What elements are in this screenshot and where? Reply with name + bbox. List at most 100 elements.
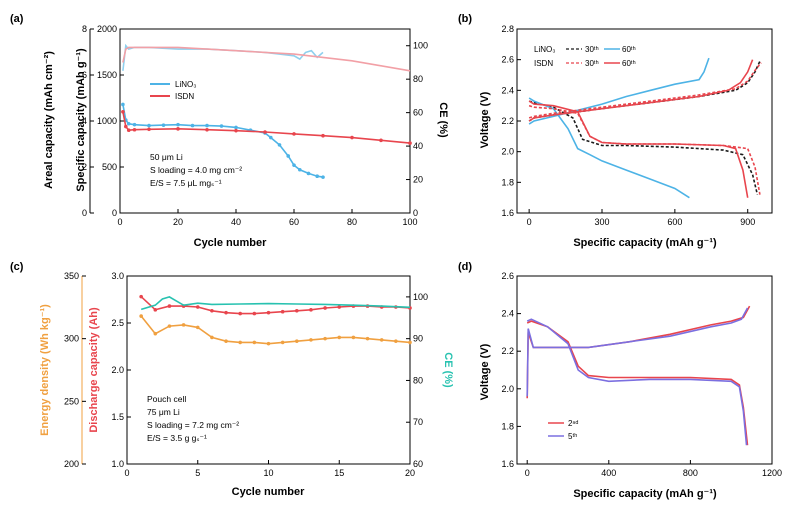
panel-d-y-tick-label: 2.4 (501, 309, 514, 319)
panel-a-point-isdn (408, 141, 412, 145)
panel-b-series-isdn-60th-discharge (528, 100, 749, 198)
panel-c-label: (c) (10, 261, 24, 273)
legend-label-isdn: ISDN (175, 92, 194, 101)
panel-c: (c) 0 5 10 15 20 1.0 1.5 2.0 2.5 3.0 200 250 300 350 6… (10, 261, 454, 498)
panel-b-x-label: Specific capacity (mAh g⁻¹) (573, 237, 717, 249)
panel-b: (b) 0 300 600 900 1.6 1.8 2.0 2.2 2.4 2.6 2.8 LiNO… (458, 13, 773, 249)
panel-c-point-discharge-capacity (309, 308, 313, 312)
panel-a-series-isdn-ce (122, 46, 411, 72)
legend-row-lino3: LiNO₃ (534, 45, 555, 54)
panel-d-y-tick-label: 2.6 (501, 271, 514, 281)
panel-d-y-tick-label: 2.0 (501, 384, 514, 394)
panel-b-y-tick-label: 2.8 (501, 24, 514, 34)
panel-a-outer-y-tick-label: 2 (82, 162, 87, 172)
panel-b-frame (516, 28, 773, 214)
legend-label-lino3: LiNO₃ (175, 80, 196, 89)
panel-a-right-y-tick-label: 80 (413, 74, 423, 84)
panel-b-y-label: Voltage (V) (479, 91, 491, 148)
panel-d-label: (d) (458, 261, 472, 273)
panel-a-legend: LiNO₃ ISDN (150, 80, 196, 101)
panel-c-x-label: Cycle number (232, 486, 305, 498)
panel-a-point-isdn (132, 127, 137, 132)
panel-a-annotation-1: 50 μm Li (150, 152, 183, 162)
panel-c-left-y-tick-label: 2.0 (111, 365, 124, 375)
panel-c-annotation-3: S loading = 7.2 mg cm⁻² (147, 420, 239, 430)
panel-a-point-isdn (321, 133, 325, 138)
panel-a-left-y-tick-label: 2000 (97, 24, 117, 34)
panel-a-right-y-tick-label: 60 (413, 108, 423, 118)
panel-a-point-isdn (124, 124, 128, 129)
panel-a-point-lino (234, 125, 238, 130)
panel-c-left-y-tick-label: 2.5 (111, 318, 124, 328)
panel-a-point-lino (277, 143, 282, 147)
panel-c-point-energy-density (280, 340, 285, 345)
panel-a-annotation-2: S loading = 4.0 mg cm⁻² (150, 165, 242, 175)
panel-b-legend: LiNO₃ 30ᵗʰ 60ᵗʰ ISDN 30ᵗʰ 60ᵗʰ (534, 45, 636, 68)
panel-b-y-tick-label: 2.6 (501, 55, 514, 65)
panel-b-series-isdn-60th-charge (528, 59, 754, 122)
panel-c-right-y-tick-label: 100 (413, 292, 428, 302)
panel-c-outer-y-tick-label: 300 (64, 334, 79, 344)
panel-a-outer-y-tick-label: 8 (82, 24, 87, 34)
panel-a-point-lino (176, 122, 180, 127)
panel-c-point-energy-density (337, 335, 342, 340)
panel-a: (a) 0 20 40 60 80 100050010001500200002468020… (10, 13, 449, 249)
panel-d-frame (516, 275, 773, 465)
panel-b-series-lino-60th-charge (528, 57, 710, 125)
panel-c-y-label: Discharge capacity (Ah) (88, 307, 100, 433)
panel-a-point-isdn (205, 127, 209, 132)
panel-d-series-5th-discharge (526, 318, 748, 446)
legend-label-lino3-30: 30ᵗʰ (585, 45, 599, 54)
panel-c-x-tick-label: 0 (124, 468, 129, 478)
panel-a-point-lino (321, 175, 325, 179)
panel-a-left-y-tick-label: 0 (112, 208, 117, 218)
panel-a-point-isdn (292, 132, 296, 136)
panel-c-series-ce (140, 296, 411, 311)
panel-d-y-label: Voltage (V) (479, 343, 491, 400)
panel-d: (d) 0 400 800 1200 1.6 1.8 2.0 2.2 2.4 2.6 2ⁿᵈ 5ᵗ… (458, 261, 782, 500)
panel-a-point-isdn (234, 128, 238, 133)
panel-b-y-tick-label: 2.0 (501, 147, 514, 157)
panel-a-outer-y-tick-label: 6 (82, 70, 87, 80)
panel-a-point-isdn (263, 130, 267, 134)
panel-c-right-y-tick-label: 70 (413, 417, 423, 427)
panel-c-point-energy-density (224, 339, 228, 343)
panel-b-series-isdn-30th-discharge (528, 104, 761, 195)
panel-a-point-lino (132, 122, 137, 127)
panel-c-point-discharge-capacity (195, 305, 200, 309)
panel-c-point-energy-density (309, 338, 313, 342)
panel-d-x-tick-label: 1200 (762, 468, 782, 478)
panel-c-x-tick-label: 5 (195, 468, 200, 478)
panel-c-point-energy-density (379, 338, 384, 342)
panel-c-point-discharge-capacity (139, 294, 143, 299)
panel-c-point-discharge-capacity (323, 306, 327, 310)
panel-c-annotation-1: Pouch cell (147, 394, 186, 404)
panel-c-point-discharge-capacity (153, 308, 158, 312)
panel-a-annotation-3: E/S = 7.5 μL mgₛ⁻¹ (150, 178, 222, 188)
panel-c-point-discharge-capacity (210, 308, 214, 313)
panel-c-point-energy-density (153, 331, 158, 336)
legend-label-2nd: 2ⁿᵈ (568, 419, 578, 428)
panel-a-outer-y-tick-label: 0 (82, 208, 87, 218)
panel-a-x-tick-label: 0 (117, 217, 122, 227)
panel-c-point-energy-density (210, 335, 214, 340)
panel-c-point-energy-density (365, 336, 370, 341)
panel-a-y-label: Specific capacity (mAh g⁻¹) (75, 48, 87, 192)
panel-c-annotation-2: 75 μm Li (147, 407, 180, 417)
legend-label-5th: 5ᵗʰ (568, 432, 577, 441)
panel-a-left-y-tick-label: 1000 (97, 116, 117, 126)
panel-b-series-lino-60th-discharge (528, 97, 690, 199)
panel-c-point-energy-density (167, 324, 172, 328)
panel-c-point-energy-density (394, 339, 398, 343)
panel-b-label: (b) (458, 13, 472, 25)
panel-a-point-isdn (350, 135, 354, 140)
panel-c-point-discharge-capacity (295, 308, 299, 313)
panel-a-point-isdn (176, 127, 180, 131)
panel-a-point-lino (161, 123, 166, 127)
panel-a-point-lino (219, 124, 224, 128)
panel-c-outer-y-tick-label: 350 (64, 271, 79, 281)
panel-c-outer-y-tick-label: 200 (64, 459, 79, 469)
legend-label-isdn-60: 60ᵗʰ (622, 59, 636, 68)
panel-d-plot-area: 0 400 800 1200 1.6 1.8 2.0 2.2 2.4 2.6 (501, 271, 782, 478)
